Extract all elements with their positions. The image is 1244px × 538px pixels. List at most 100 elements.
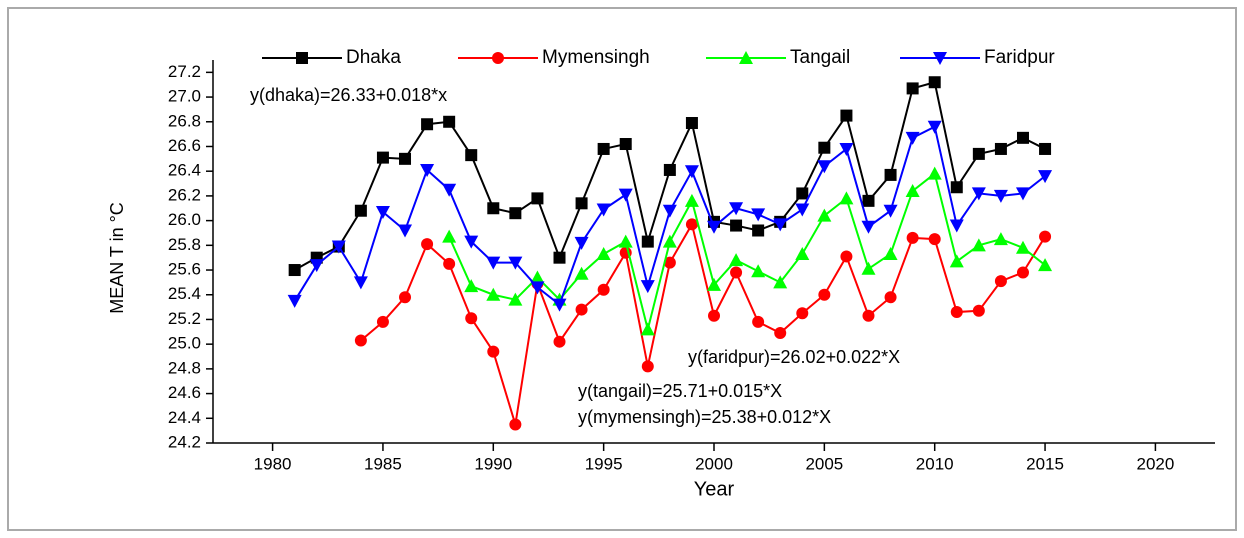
- point: [309, 259, 324, 273]
- point: [752, 224, 765, 237]
- y-tick-label: 25.2: [168, 309, 201, 328]
- point: [972, 147, 985, 160]
- point: [1015, 240, 1030, 254]
- point: [465, 312, 478, 325]
- point: [950, 181, 963, 194]
- annotation: y(tangail)=25.71+0.015*X: [578, 381, 782, 401]
- legend-marker: [492, 52, 504, 64]
- annotation: y(mymensingh)=25.38+0.012*X: [578, 407, 831, 427]
- point: [553, 251, 566, 264]
- point: [487, 345, 500, 358]
- x-tick-label: 1985: [364, 454, 402, 473]
- x-tick-label: 2010: [916, 454, 954, 473]
- point: [552, 298, 567, 312]
- point: [971, 187, 986, 201]
- point: [575, 303, 588, 316]
- x-tick-label: 1995: [585, 454, 623, 473]
- point: [730, 266, 743, 279]
- point: [773, 218, 788, 232]
- x-tick-label: 1980: [254, 454, 292, 473]
- point: [905, 131, 920, 145]
- point: [443, 115, 456, 128]
- y-tick-label: 27.0: [168, 87, 201, 106]
- point: [752, 315, 765, 328]
- legend-marker: [296, 52, 308, 64]
- point: [818, 288, 831, 301]
- point: [884, 291, 897, 304]
- point: [353, 276, 368, 290]
- y-tick-label: 27.2: [168, 62, 201, 81]
- point: [927, 166, 942, 180]
- legend-label: Faridpur: [984, 47, 1055, 68]
- x-tick-label: 2005: [805, 454, 843, 473]
- point: [796, 187, 809, 200]
- point: [774, 327, 787, 340]
- point: [421, 238, 434, 251]
- y-tick-label: 24.6: [168, 383, 201, 402]
- point: [640, 280, 655, 294]
- point: [994, 275, 1007, 288]
- point: [442, 183, 457, 197]
- y-tick-label: 24.8: [168, 358, 201, 377]
- annotation: y(faridpur)=26.02+0.022*X: [688, 347, 900, 367]
- point: [288, 264, 301, 277]
- point: [993, 232, 1008, 246]
- y-tick-label: 26.0: [168, 210, 201, 229]
- point: [993, 189, 1008, 203]
- legend-marker: [933, 52, 947, 65]
- point: [796, 307, 809, 320]
- legend-marker: [739, 51, 753, 64]
- point: [618, 188, 633, 202]
- legend-label: Tangail: [790, 47, 850, 68]
- y-tick-label: 26.8: [168, 111, 201, 130]
- point: [487, 202, 500, 215]
- point: [862, 309, 875, 322]
- y-tick-label: 25.8: [168, 235, 201, 254]
- point: [972, 304, 985, 317]
- point: [884, 168, 897, 181]
- point: [928, 233, 941, 246]
- y-tick-label: 25.4: [168, 284, 201, 303]
- point: [751, 264, 766, 278]
- point: [730, 219, 743, 232]
- point: [618, 234, 633, 248]
- point: [839, 142, 854, 156]
- point: [1015, 187, 1030, 201]
- point: [530, 270, 545, 284]
- point: [663, 256, 676, 269]
- point: [663, 163, 676, 176]
- point: [399, 291, 412, 304]
- point: [662, 204, 677, 218]
- point: [486, 256, 501, 270]
- point: [1039, 230, 1052, 243]
- point: [509, 418, 522, 431]
- point: [707, 277, 721, 291]
- point: [508, 292, 523, 306]
- point: [839, 191, 854, 205]
- point: [464, 235, 479, 249]
- x-tick-label: 2020: [1136, 454, 1174, 473]
- point: [508, 256, 523, 270]
- point: [861, 261, 876, 275]
- y-tick-label: 26.4: [168, 161, 201, 180]
- point: [509, 207, 522, 220]
- point: [443, 257, 456, 270]
- point: [795, 203, 810, 217]
- y-tick-label: 26.6: [168, 136, 201, 155]
- y-tick-label: 24.4: [168, 408, 201, 427]
- point: [773, 275, 788, 289]
- point: [840, 109, 853, 122]
- point: [421, 118, 434, 131]
- point: [1039, 142, 1052, 155]
- point: [574, 266, 589, 280]
- point: [442, 229, 457, 243]
- point: [707, 220, 721, 234]
- point: [486, 287, 501, 301]
- point: [685, 218, 698, 231]
- point: [751, 208, 766, 222]
- point: [596, 203, 611, 217]
- point: [398, 224, 413, 238]
- point: [399, 152, 412, 165]
- point: [949, 219, 964, 233]
